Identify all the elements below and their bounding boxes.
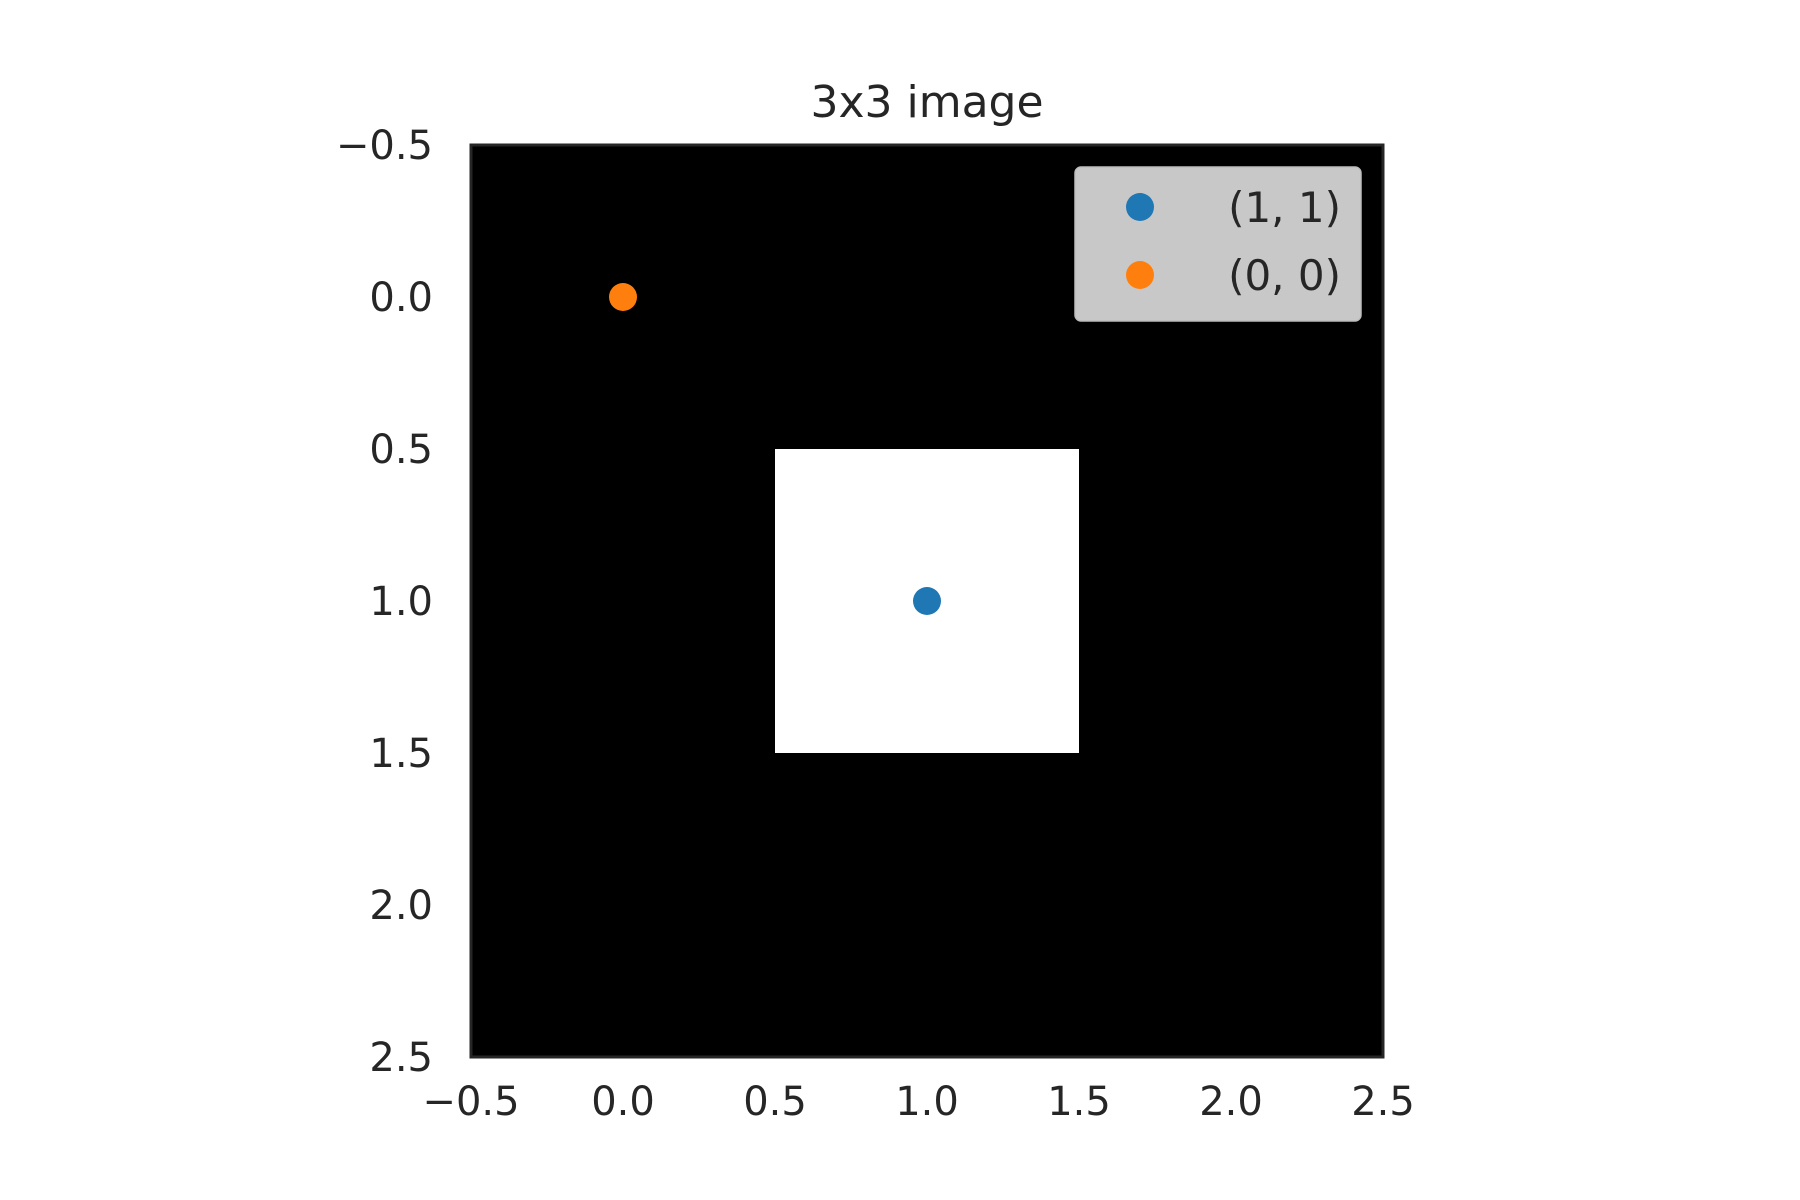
point-series-1-0 xyxy=(609,283,637,311)
y-tick-label: 0.5 xyxy=(369,427,433,473)
image-cell-0-1 xyxy=(775,145,1079,449)
x-tick-label: 1.0 xyxy=(895,1079,959,1125)
points-layer xyxy=(609,283,941,615)
x-tick-label: 0.0 xyxy=(591,1079,655,1125)
x-tick-label: 0.5 xyxy=(743,1079,807,1125)
image-cell-1-0 xyxy=(471,449,775,753)
x-tick-label: 2.5 xyxy=(1351,1079,1415,1125)
x-tick-label: 2.0 xyxy=(1199,1079,1263,1125)
y-tick-label: 1.0 xyxy=(369,579,433,625)
image-cell-2-1 xyxy=(775,753,1079,1057)
point-series-0-0 xyxy=(913,587,941,615)
x-axis: −0.5 0.0 0.5 1.0 1.5 2.0 2.5 xyxy=(422,1079,1414,1125)
plot-frame xyxy=(469,143,1385,1059)
image-cell-2-0 xyxy=(471,753,775,1057)
legend-marker xyxy=(1126,261,1154,289)
y-tick-label: 2.0 xyxy=(369,883,433,929)
legend: (1, 1) (0, 0) xyxy=(1074,166,1362,322)
chart-title: 3x3 image xyxy=(810,77,1043,128)
y-tick-label: −0.5 xyxy=(336,123,433,169)
legend-label: (0, 0) xyxy=(1228,251,1341,300)
y-tick-label: 1.5 xyxy=(369,731,433,777)
legend-marker xyxy=(1126,193,1154,221)
y-axis: −0.5 0.0 0.5 1.0 1.5 2.0 2.5 xyxy=(336,123,433,1081)
image-cell-2-2 xyxy=(1079,753,1383,1057)
y-tick-label: 2.5 xyxy=(369,1035,433,1081)
image-cell-1-2 xyxy=(1079,449,1383,753)
x-tick-label: 1.5 xyxy=(1047,1079,1111,1125)
x-tick-label: −0.5 xyxy=(422,1079,519,1125)
legend-label: (1, 1) xyxy=(1228,183,1341,232)
y-tick-label: 0.0 xyxy=(369,275,433,321)
